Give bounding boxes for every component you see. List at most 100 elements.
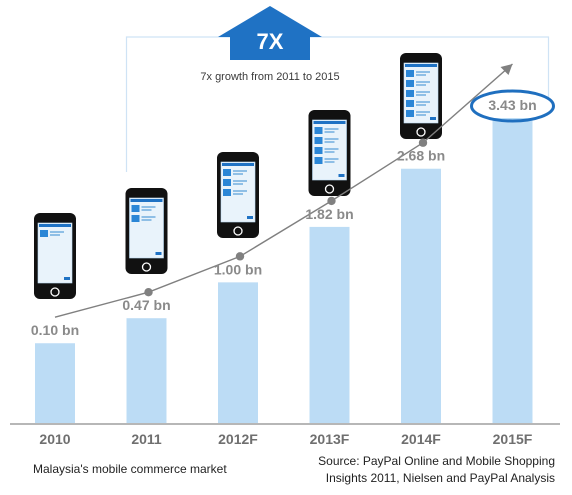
phone-text-line	[416, 81, 430, 83]
chart-caption: Malaysia's mobile commerce market	[33, 462, 227, 476]
phone-app-tile	[223, 169, 231, 176]
phone-text-line	[141, 219, 152, 221]
bracket-outline	[125, 36, 550, 172]
trend-path	[54, 63, 513, 318]
trend-marker-2014f	[418, 138, 428, 147]
tick-label-2014f: 2014F	[401, 431, 441, 447]
phone-text-line	[141, 206, 156, 208]
phone-text-line	[233, 183, 243, 185]
bar-2011	[126, 318, 167, 423]
source-line-2: Insights 2011, Nielsen and PayPal Analys…	[325, 471, 555, 485]
phone-text-line	[233, 180, 247, 182]
phone-app-tile	[131, 205, 140, 212]
phone-text-line	[233, 193, 243, 195]
trend-marker-2011	[144, 288, 153, 297]
value-labels: 0.10 bn 0.47 bn 1.00 bn 1.82 bn 2.68 bn 3.43 …	[31, 89, 555, 338]
phone-text-line	[50, 231, 64, 233]
value-label-2013f: 1.82 bn	[305, 206, 353, 222]
phone-status-bar	[39, 224, 71, 227]
phone-text-line	[416, 101, 430, 103]
smartphone-icon	[400, 53, 442, 139]
phone-icons	[34, 53, 442, 299]
tick-label-2012f: 2012F	[218, 431, 258, 447]
phone-app-tile	[131, 215, 140, 222]
highlight-ring	[470, 89, 555, 123]
smartphone-icon	[308, 110, 351, 196]
growth-bracket	[125, 36, 550, 172]
value-label-2014f: 2.68 bn	[397, 148, 445, 164]
x-axis: 2010 2011 2012F 2013F 2014F 2015F	[10, 423, 560, 447]
phone-text-line	[416, 104, 426, 106]
smartphone-icon	[217, 152, 259, 238]
phone-app-tile	[406, 100, 414, 107]
bar-2013f	[309, 226, 350, 423]
phone-home-button	[141, 262, 152, 272]
phone-app-tile	[406, 90, 414, 97]
phone-text-line	[324, 138, 339, 140]
phone-app-tile	[314, 147, 323, 154]
bar-2014f	[401, 168, 441, 423]
phone-text-line	[324, 141, 335, 143]
phone-text-line	[233, 173, 243, 175]
tick-label-2010: 2010	[39, 431, 70, 447]
phone-screen-button	[338, 174, 345, 177]
phone-text-line	[324, 158, 339, 160]
phone-status-bar	[222, 163, 254, 166]
phone-home-button	[50, 287, 60, 297]
value-label-2012f: 1.00 bn	[214, 261, 262, 277]
value-label-2011: 0.47 bn	[122, 297, 170, 313]
trend-marker-2012f	[235, 252, 245, 261]
phone-text-line	[416, 74, 426, 76]
trend-line	[54, 63, 513, 318]
phone-app-tile	[314, 127, 323, 134]
source-line-1: Source: PayPal Online and Mobile Shoppin…	[318, 454, 555, 468]
phone-app-tile	[406, 110, 414, 117]
phone-status-bar	[130, 199, 163, 202]
phone-text-line	[233, 190, 247, 192]
tick-label-2011: 2011	[131, 431, 162, 447]
phone-screen-button	[247, 216, 253, 219]
phone-text-line	[324, 131, 335, 133]
bar-2010	[35, 343, 75, 423]
value-label-2010: 0.10 bn	[31, 322, 79, 338]
badge-value: 7X	[257, 29, 284, 54]
phone-app-tile	[314, 157, 323, 164]
trend-marker-2013f	[327, 196, 336, 206]
phone-text-line	[141, 216, 156, 218]
tick-label-2013f: 2013F	[310, 431, 350, 447]
bar-2012f	[218, 282, 258, 423]
phone-text-line	[416, 91, 430, 93]
phone-text-line	[416, 84, 426, 86]
phone-home-button	[233, 226, 243, 236]
smartphone-icon	[125, 188, 168, 274]
phone-screen-button	[64, 277, 70, 280]
phone-app-tile	[314, 137, 323, 144]
phone-status-bar	[313, 121, 346, 124]
phone-text-line	[141, 209, 152, 211]
phone-text-line	[324, 151, 335, 153]
phone-screen-button	[155, 252, 162, 255]
phone-app-tile	[406, 80, 414, 87]
phone-home-button	[324, 184, 335, 194]
badge-arrow-shape	[218, 6, 322, 60]
phone-status-bar	[405, 64, 437, 67]
phone-text-line	[233, 170, 247, 172]
phone-text-line	[416, 71, 430, 73]
trend-arrowhead	[500, 64, 513, 75]
phone-text-line	[416, 94, 426, 96]
phone-app-tile	[40, 230, 48, 237]
phone-app-tile	[406, 70, 414, 77]
phone-home-button	[416, 127, 426, 137]
smartphone-icon	[34, 213, 76, 299]
phone-app-tile	[223, 179, 231, 186]
bars	[35, 118, 533, 423]
phone-text-line	[324, 161, 335, 163]
phone-text-line	[324, 128, 339, 130]
growth-caption: 7x growth from 2011 to 2015	[200, 71, 339, 83]
phone-text-line	[416, 111, 430, 113]
growth-badge: 7X 7x growth from 2011 to 2015	[200, 6, 340, 83]
value-label-2015f: 3.43 bn	[488, 97, 536, 113]
source-note: Source: PayPal Online and Mobile Shoppin…	[255, 453, 555, 487]
phone-screen-button	[430, 117, 436, 120]
phone-app-tile	[223, 189, 231, 196]
